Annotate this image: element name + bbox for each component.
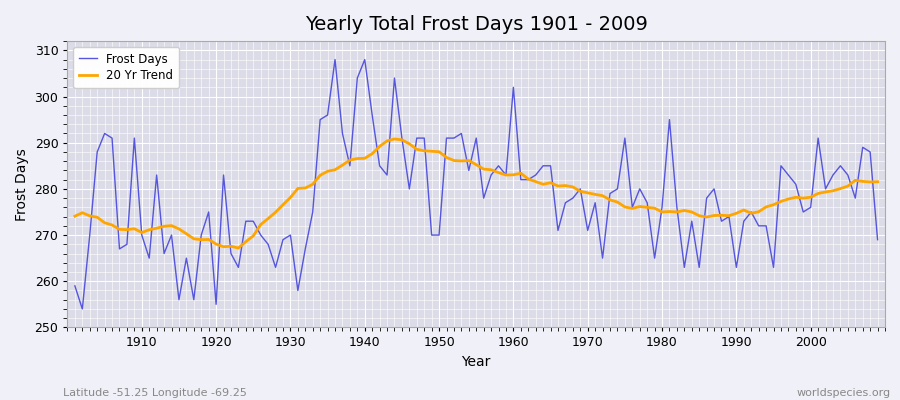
20 Yr Trend (345, 158, 356, 162)
20 Yr Trend (389, 136, 400, 141)
Frost Days (69, 284, 80, 288)
Frost Days (516, 177, 526, 182)
20 Yr Trend (300, 186, 310, 190)
X-axis label: Year: Year (462, 355, 490, 369)
Text: Latitude -51.25 Longitude -69.25: Latitude -51.25 Longitude -69.25 (63, 388, 247, 398)
20 Yr Trend (69, 214, 80, 218)
20 Yr Trend (612, 200, 623, 204)
Frost Days (76, 306, 87, 311)
Y-axis label: Frost Days: Frost Days (15, 148, 29, 221)
20 Yr Trend (872, 179, 883, 184)
Legend: Frost Days, 20 Yr Trend: Frost Days, 20 Yr Trend (74, 47, 179, 88)
20 Yr Trend (523, 176, 534, 181)
Frost Days (329, 57, 340, 62)
Title: Yearly Total Frost Days 1901 - 2009: Yearly Total Frost Days 1901 - 2009 (305, 15, 648, 34)
Line: 20 Yr Trend: 20 Yr Trend (75, 139, 878, 248)
Frost Days (352, 76, 363, 80)
20 Yr Trend (233, 246, 244, 250)
Frost Days (872, 237, 883, 242)
Frost Days (137, 233, 148, 238)
Frost Days (612, 186, 623, 191)
Text: worldspecies.org: worldspecies.org (796, 388, 891, 398)
Frost Days (300, 246, 310, 251)
20 Yr Trend (516, 171, 526, 176)
20 Yr Trend (129, 226, 140, 231)
Frost Days (523, 177, 534, 182)
Line: Frost Days: Frost Days (75, 60, 878, 309)
